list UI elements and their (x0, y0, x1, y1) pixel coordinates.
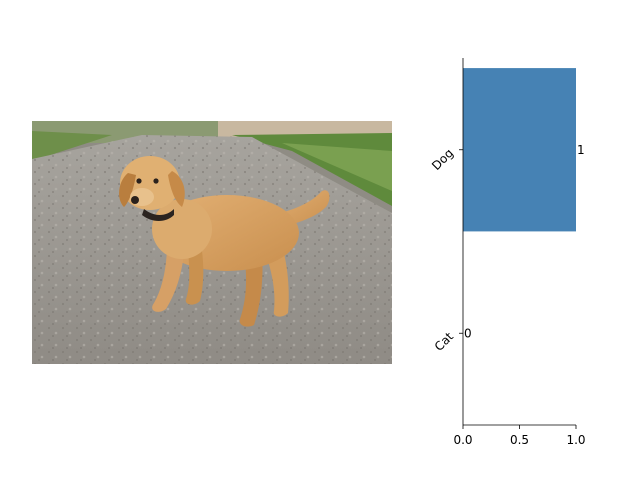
x-tick-label: 1.0 (566, 433, 585, 447)
data-label-cat: 0 (464, 326, 472, 340)
puppy-photo (32, 121, 392, 364)
y-tick-label-cat: Cat (432, 329, 457, 354)
x-tick-label: 0.5 (510, 433, 529, 447)
x-tick-label: 0.0 (453, 433, 472, 447)
y-tick-label-dog: Dog (429, 146, 456, 173)
bar-dog (463, 68, 576, 232)
data-label-dog: 1 (577, 143, 585, 157)
